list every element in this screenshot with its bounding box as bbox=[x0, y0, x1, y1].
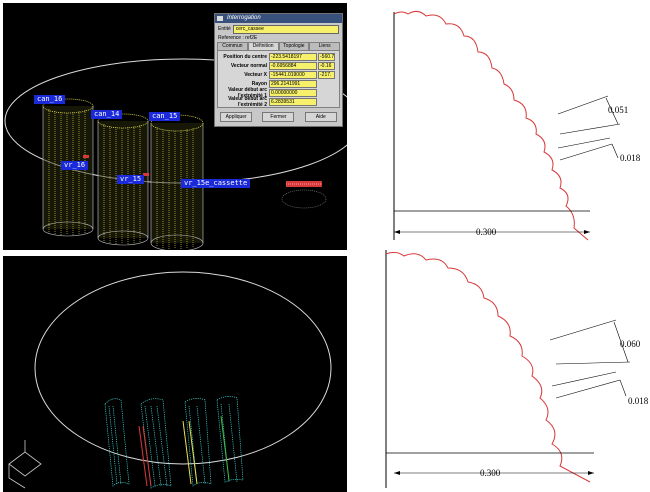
field-value-2[interactable]: -0.16 bbox=[318, 62, 335, 70]
scalloped-profile bbox=[386, 252, 590, 482]
label-vr-15-cassette[interactable]: vr_15e_cassette bbox=[181, 179, 250, 188]
interrogation-dialog: Interrogation Entité cerc_cassee Referen… bbox=[214, 13, 343, 127]
tab-liens[interactable]: Liens bbox=[309, 42, 340, 50]
field-value[interactable]: -15441.019000 bbox=[269, 71, 317, 79]
window-menu-icon[interactable] bbox=[217, 16, 223, 21]
dim-0018: 0.018 bbox=[620, 153, 641, 163]
dim-0051: 0.051 bbox=[608, 105, 628, 115]
red-profile-lines bbox=[139, 426, 151, 486]
viewport-3d-top[interactable]: can_16 can_14 can_15 vr_16 vr_15 vr_15e_… bbox=[3, 3, 347, 250]
label-can-15[interactable]: can_15 bbox=[149, 112, 180, 121]
field-value[interactable]: 6.2839531 bbox=[269, 98, 317, 106]
field-value-2[interactable]: -560.7 bbox=[318, 53, 335, 61]
dim-0300: 0.300 bbox=[476, 227, 497, 237]
field-label: Vecteur X bbox=[219, 72, 269, 78]
object-row: Entité cerc_cassee bbox=[218, 25, 339, 33]
field-row: Vecteur X -15441.019000 -217. bbox=[219, 71, 338, 79]
green-profile-lines bbox=[221, 416, 229, 480]
ellipse-outline bbox=[35, 272, 331, 464]
object-field[interactable]: cerc_cassee bbox=[233, 25, 339, 34]
dialog-title: Interrogation bbox=[227, 15, 261, 21]
field-value[interactable]: 0.00000000 bbox=[269, 89, 317, 97]
label-vr-16[interactable]: vr_16 bbox=[61, 161, 88, 170]
field-row: Position du centre -223.5418197 -560.7 bbox=[219, 53, 338, 61]
field-value[interactable]: -223.5418197 bbox=[269, 53, 317, 61]
label-vr-15[interactable]: vr_15 bbox=[117, 175, 144, 184]
profile-drawing-bottom: 0.060 0.018 0.300 bbox=[380, 246, 650, 492]
reference-text: Reference : ref2E bbox=[218, 35, 339, 41]
field-label: Position du centre bbox=[219, 54, 269, 60]
object-label: Entité bbox=[218, 26, 231, 32]
field-row: Vecteur normal -0.6956884 -0.16 bbox=[219, 62, 338, 70]
dim-0060: 0.060 bbox=[620, 339, 641, 349]
field-value-2[interactable]: -217. bbox=[318, 71, 335, 79]
dialog-buttons: Appliquer Fermer Aide bbox=[215, 112, 342, 122]
field-value[interactable]: -0.6956884 bbox=[269, 62, 317, 70]
field-label: Vecteur normal bbox=[219, 63, 269, 69]
cyan-mesh bbox=[105, 396, 243, 488]
tab-topologie[interactable]: Topologie bbox=[279, 42, 310, 50]
label-can-16[interactable]: can_16 bbox=[34, 95, 65, 104]
scalloped-profile bbox=[394, 11, 588, 240]
scene-bottom bbox=[3, 256, 347, 492]
dim-0018: 0.018 bbox=[628, 396, 649, 406]
field-value[interactable]: 296.2141991 bbox=[269, 80, 317, 88]
profile-svg-top: 0.051 0.018 0.300 bbox=[380, 0, 650, 245]
field-row: Valeur début arc l'extrémité 2 6.2839531 bbox=[219, 98, 338, 106]
axis-triad-icon bbox=[9, 440, 41, 488]
profile-svg-bottom: 0.060 0.018 0.300 bbox=[380, 246, 650, 492]
label-can-14[interactable]: can_14 bbox=[91, 110, 122, 119]
definition-form: Position du centre -223.5418197 -560.7 V… bbox=[217, 50, 340, 108]
help-button[interactable]: Aide bbox=[305, 112, 337, 122]
viewport-3d-bottom[interactable] bbox=[3, 256, 347, 492]
dialog-titlebar[interactable]: Interrogation bbox=[215, 14, 342, 23]
dim-0300: 0.300 bbox=[480, 468, 501, 478]
dialog-tabs: Commun Définition Topologie Liens bbox=[217, 42, 340, 50]
cassette-object bbox=[282, 181, 326, 208]
field-label: Valeur début arc l'extrémité 2 bbox=[219, 96, 269, 108]
profile-drawing-top: 0.051 0.018 0.300 bbox=[380, 0, 650, 245]
apply-button[interactable]: Appliquer bbox=[220, 112, 252, 122]
tab-commun[interactable]: Commun bbox=[217, 42, 248, 50]
tab-definition[interactable]: Définition bbox=[248, 42, 279, 50]
yellow-profile-lines bbox=[183, 421, 197, 484]
close-button[interactable]: Fermer bbox=[262, 112, 294, 122]
